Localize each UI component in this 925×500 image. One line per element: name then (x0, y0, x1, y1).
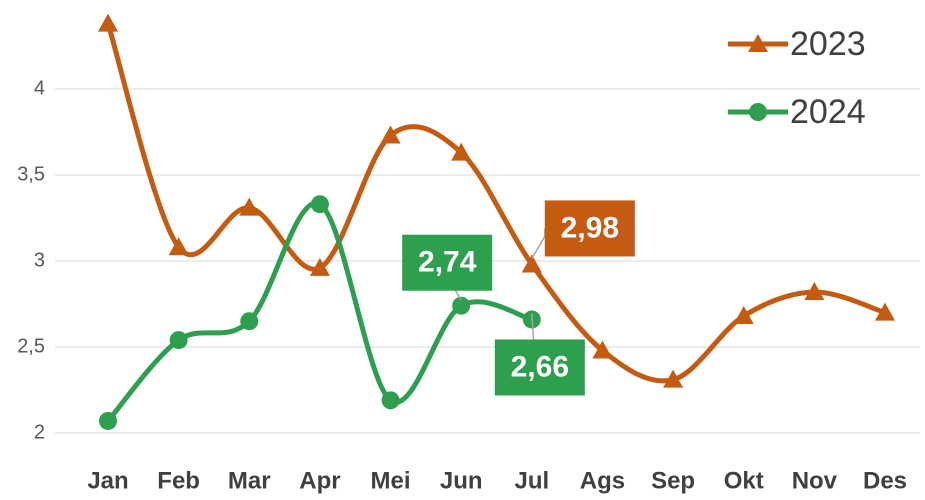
point (168, 237, 189, 256)
point (521, 254, 542, 273)
point (592, 340, 613, 359)
value-label: 2,98 (561, 211, 619, 244)
x-tick-label: Jun (440, 467, 483, 494)
x-tick-label: Apr (299, 467, 340, 494)
x-tick-label: Mar (228, 467, 271, 494)
point (875, 302, 895, 321)
x-tick-label: Des (863, 467, 907, 494)
point (451, 142, 472, 161)
point (240, 312, 259, 331)
x-tick-label: Mei (371, 467, 411, 494)
x-tick-label: Nov (792, 467, 838, 494)
point (98, 13, 118, 32)
point (99, 411, 117, 430)
point (804, 281, 825, 300)
point (380, 125, 401, 144)
y-tick-label: 2,5 (17, 335, 45, 357)
value-label-box (402, 234, 493, 291)
y-tick-label: 3,5 (17, 163, 45, 185)
x-tick-label: Jul (514, 467, 549, 494)
point (309, 257, 330, 276)
point (733, 306, 754, 325)
point (169, 331, 188, 350)
x-tick-label: Okt (724, 467, 764, 494)
legend-marker (748, 34, 768, 52)
value-label-box (494, 339, 585, 396)
leader-line (531, 228, 546, 259)
point (663, 369, 684, 388)
value-label: 2,66 (511, 350, 569, 383)
y-tick-label: 3 (34, 249, 45, 271)
point (239, 197, 260, 216)
value-label: 2,74 (418, 246, 477, 279)
point (310, 195, 329, 214)
legend-label: 2023 (790, 25, 866, 63)
x-tick-label: Ags (580, 467, 625, 494)
x-tick-label: Jan (87, 467, 128, 494)
series-line (105, 22, 886, 384)
legend-marker (749, 103, 767, 121)
point (381, 391, 400, 410)
value-label-box (544, 200, 635, 257)
point (452, 296, 471, 315)
legend-label: 2024 (790, 93, 866, 131)
x-tick-label: Feb (157, 467, 200, 494)
y-tick-label: 2 (34, 421, 45, 443)
y-tick-label: 4 (34, 77, 45, 99)
x-tick-label: Sep (651, 467, 695, 494)
